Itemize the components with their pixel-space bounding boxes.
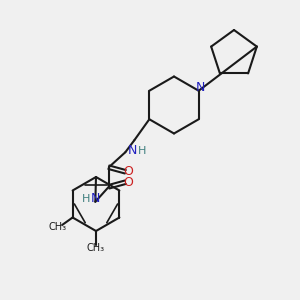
Text: H: H (82, 194, 91, 204)
Text: N: N (196, 81, 205, 94)
Text: N: N (128, 144, 137, 157)
Text: O: O (123, 165, 133, 178)
Text: H: H (138, 146, 146, 156)
Text: CH₃: CH₃ (87, 243, 105, 253)
Text: O: O (123, 176, 133, 189)
Text: CH₃: CH₃ (49, 221, 67, 232)
Text: N: N (91, 192, 101, 205)
